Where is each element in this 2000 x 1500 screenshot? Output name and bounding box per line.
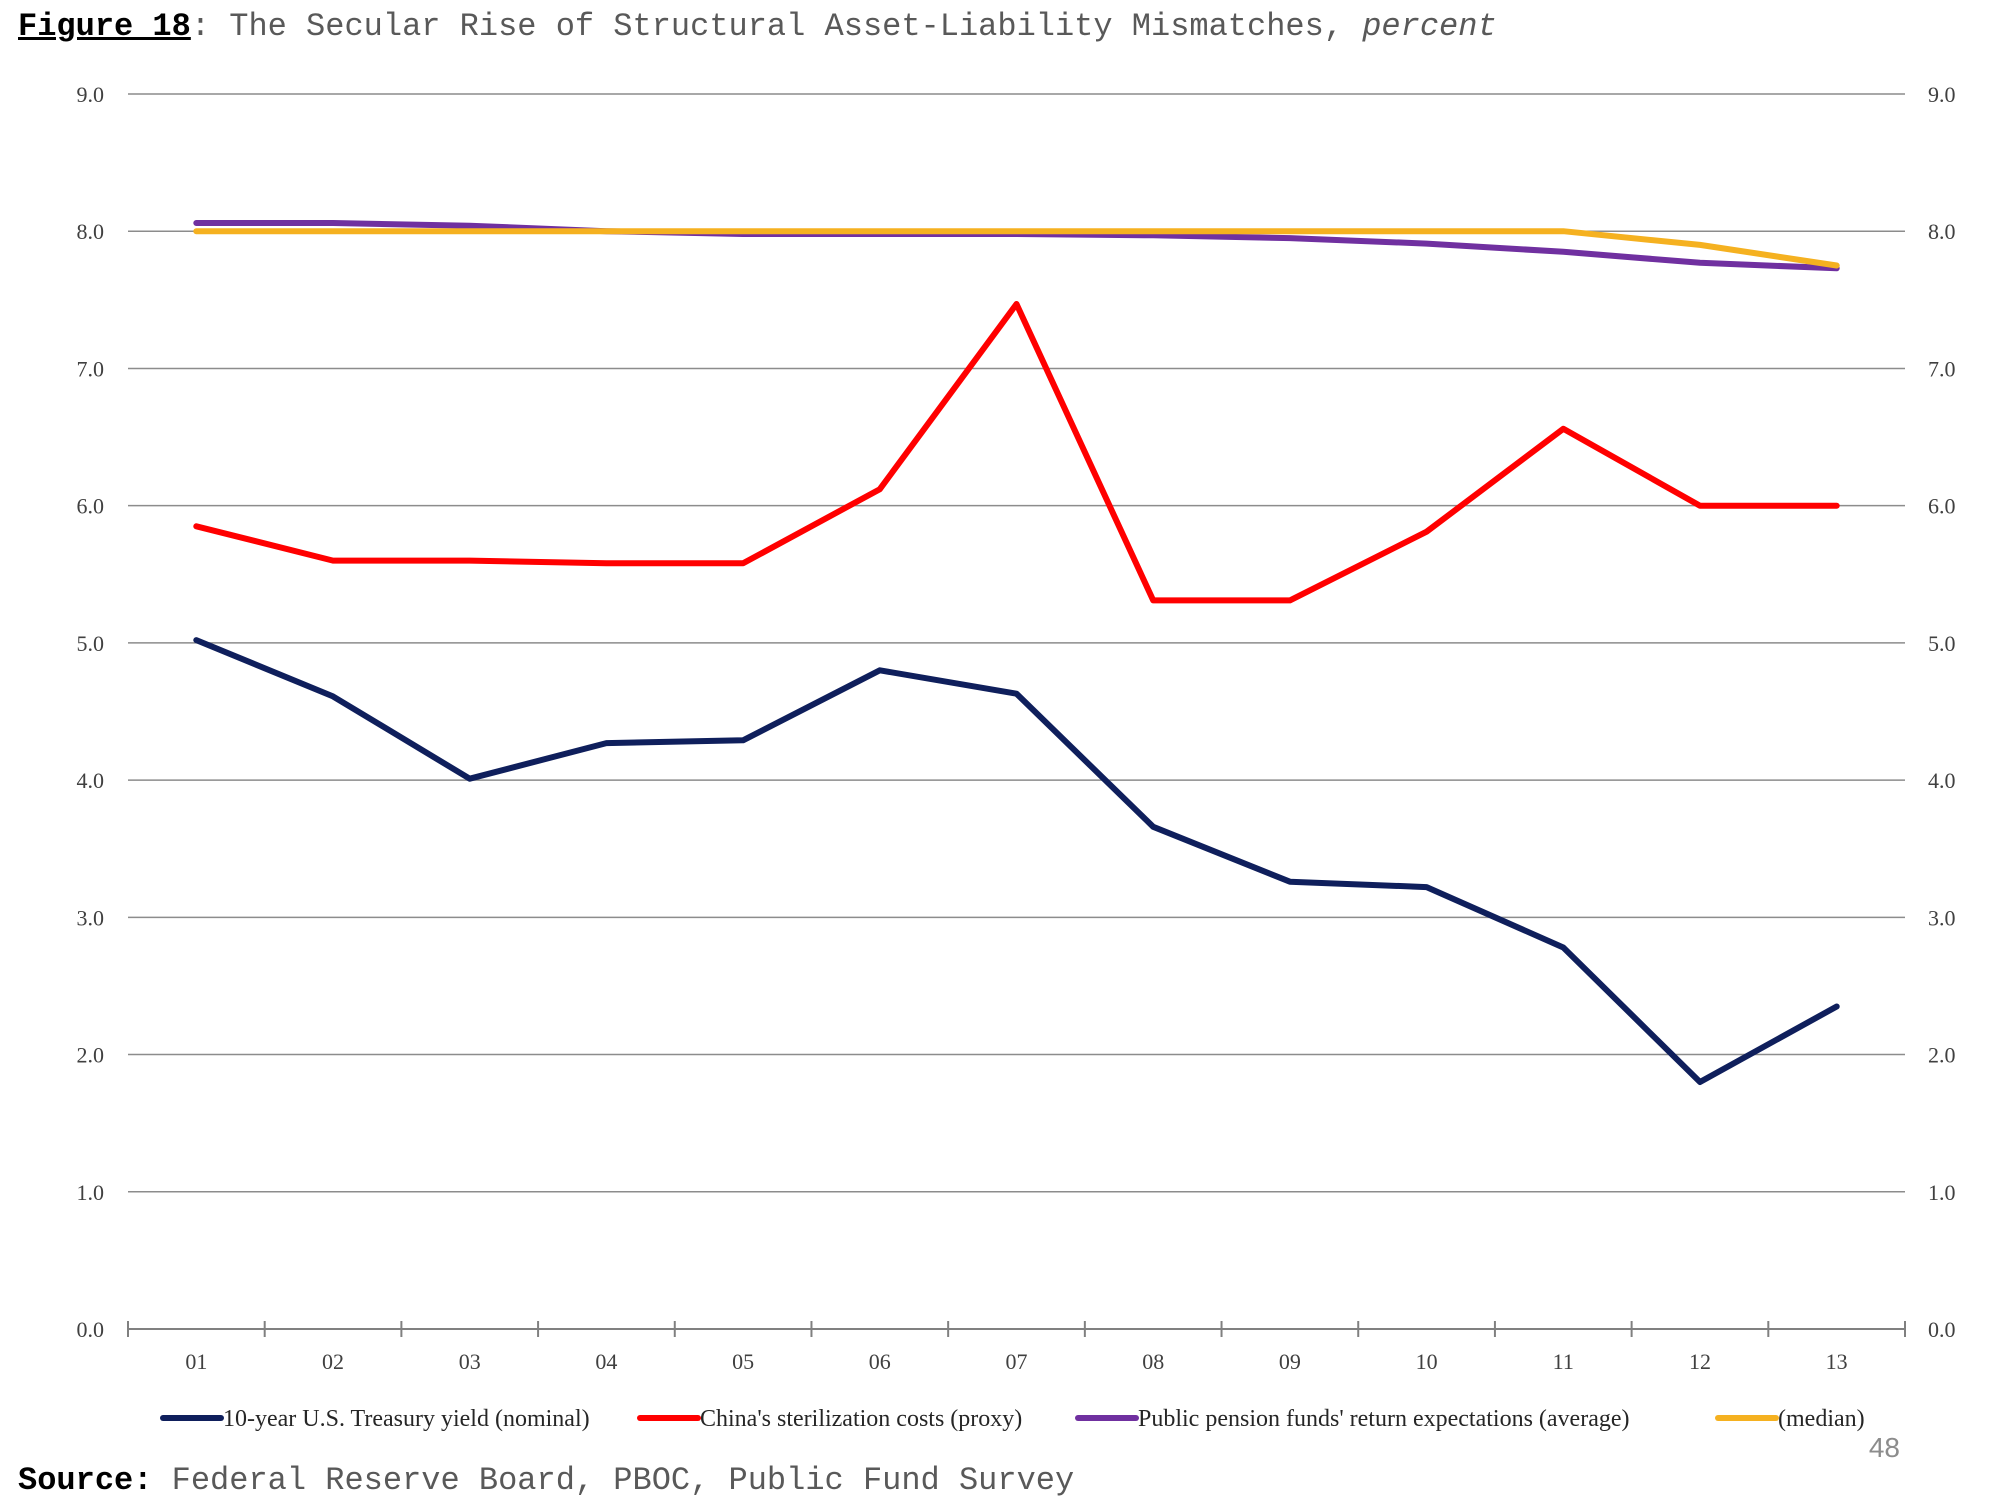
x-tick-label: 11 [1553, 1349, 1574, 1374]
y-tick-label-left: 2.0 [77, 1043, 105, 1068]
y-tick-label-right: 1.0 [1928, 1180, 1956, 1205]
y-tick-label-left: 1.0 [77, 1180, 105, 1205]
x-tick-label: 10 [1416, 1349, 1438, 1374]
y-tick-label-right: 6.0 [1928, 494, 1956, 519]
x-tick-label: 05 [732, 1349, 754, 1374]
x-tick-label: 01 [185, 1349, 207, 1374]
y-tick-label-right: 3.0 [1928, 905, 1956, 930]
y-tick-label-right: 4.0 [1928, 768, 1956, 793]
figure-title: Figure 18: The Secular Rise of Structura… [18, 8, 1497, 45]
series-line-1 [193, 637, 1840, 1085]
source-label: Source: [18, 1462, 153, 1499]
figure-title-text: : The Secular Rise of Structural Asset-L… [190, 8, 1363, 45]
y-tick-label-left: 4.0 [77, 768, 105, 793]
figure-unit: percent [1362, 8, 1497, 45]
source-note: Source: Federal Reserve Board, PBOC, Pub… [18, 1462, 1074, 1499]
y-tick-label-right: 7.0 [1928, 356, 1956, 381]
x-tick-label: 09 [1279, 1349, 1301, 1374]
y-tick-label-left: 6.0 [77, 494, 105, 519]
x-tick-label: 03 [459, 1349, 481, 1374]
figure-label: Figure 18 [18, 8, 191, 45]
x-tick-label: 04 [595, 1349, 617, 1374]
x-tick-label: 07 [1006, 1349, 1028, 1374]
y-tick-label-left: 0.0 [77, 1317, 105, 1342]
page-number: 48 [1868, 1432, 1900, 1463]
series-line-2 [193, 301, 1840, 604]
series-lines [193, 220, 1840, 1085]
axes: 0.0 0.0 1.0 1.0 2.0 2.0 3.0 3.0 4.0 4.0 5.0 5.0 6.0 6… [77, 82, 1956, 1374]
x-tick-label: 02 [322, 1349, 344, 1374]
y-tick-label-left: 9.0 [77, 82, 105, 107]
series-line-4 [193, 228, 1840, 269]
y-tick-label-left: 8.0 [77, 219, 105, 244]
legend-label: (median) [1778, 1406, 1865, 1432]
y-tick-label-left: 7.0 [77, 356, 105, 381]
x-tick-label: 06 [869, 1349, 891, 1374]
y-tick-label-left: 5.0 [77, 631, 105, 656]
legend-label: China's sterilization costs (proxy) [700, 1406, 1022, 1432]
x-tick-label: 13 [1826, 1349, 1848, 1374]
legend: 10-year U.S. Treasury yield (nominal) Chi… [160, 1406, 1865, 1432]
y-tick-label-right: 8.0 [1928, 219, 1956, 244]
y-tick-label-right: 0.0 [1928, 1317, 1956, 1342]
legend-label: Public pension funds' return expectation… [1138, 1406, 1630, 1432]
y-tick-label-left: 3.0 [77, 905, 105, 930]
y-tick-label-right: 2.0 [1928, 1043, 1956, 1068]
y-tick-label-right: 5.0 [1928, 631, 1956, 656]
x-tick-label: 08 [1142, 1349, 1164, 1374]
source-text: Federal Reserve Board, PBOC, Public Fund… [152, 1462, 1075, 1499]
legend-label: 10-year U.S. Treasury yield (nominal) [223, 1406, 590, 1432]
x-tick-label: 12 [1689, 1349, 1711, 1374]
y-tick-label-right: 9.0 [1928, 82, 1956, 107]
